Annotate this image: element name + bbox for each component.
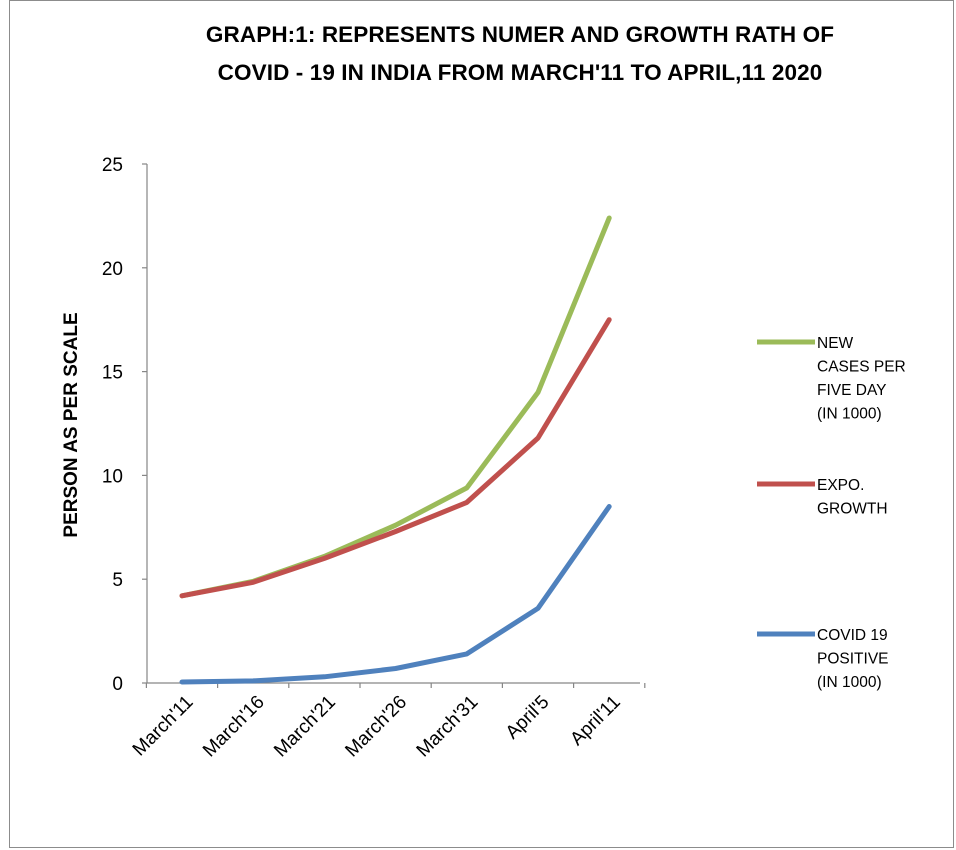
chart-title-line-2: COVID - 19 IN INDIA FROM MARCH'11 TO APR…: [217, 60, 823, 85]
legend-label: (IN 1000): [817, 406, 882, 423]
legend-label: CASES PER: [817, 359, 906, 376]
y-tick-label: 0: [112, 674, 123, 695]
legend-label: POSITIVE: [817, 651, 889, 668]
y-tick-label: 25: [102, 155, 123, 176]
x-tick-label: March'16: [199, 692, 269, 762]
series-lines: [179, 215, 612, 685]
legend-label: FIVE DAY: [817, 382, 886, 399]
x-tick-label: March'31: [413, 692, 483, 762]
x-tick-label: March'11: [129, 692, 198, 761]
y-tick-label: 5: [112, 570, 123, 591]
chart-title-line-1: GRAPH:1: REPRESENTS NUMER AND GROWTH RAT…: [205, 22, 835, 47]
chart-frame: [9, 0, 954, 848]
y-tick-labels: 0 5 10 15 20 25: [102, 155, 123, 695]
y-axis-label: PERSON AS PER SCALE: [61, 312, 82, 537]
series-line: [179, 504, 612, 685]
axes: [142, 163, 646, 688]
x-tick-label: April'5: [502, 692, 554, 744]
series-line: [179, 215, 612, 599]
legend: NEW CASES PER FIVE DAY (IN 1000) EXPO. GROWTH…: [757, 335, 906, 691]
legend-label: (IN 1000): [817, 674, 882, 691]
x-tick-label: April'11: [566, 692, 624, 750]
legend-label: COVID 19: [817, 627, 888, 644]
legend-label: EXPO.: [817, 477, 864, 494]
x-tick-label: March'21: [270, 692, 340, 762]
x-tick-label: March'26: [341, 692, 411, 762]
y-tick-label: 10: [102, 466, 123, 487]
x-tick-labels: March'11 March'16 March'21 March'26 March'31…: [129, 692, 625, 762]
y-tick-label: 20: [102, 259, 123, 280]
legend-label: NEW: [817, 335, 854, 352]
legend-label: GROWTH: [817, 501, 888, 518]
series-line: [179, 317, 612, 599]
y-tick-label: 15: [102, 363, 123, 384]
